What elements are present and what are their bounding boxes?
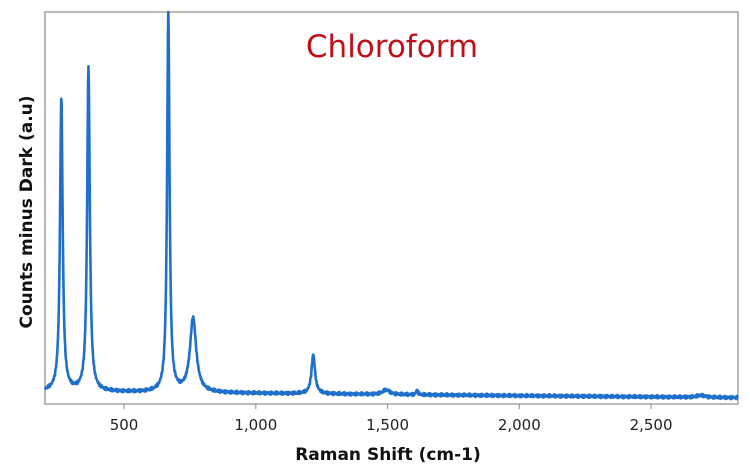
x-axis-label: Raman Shift (cm-1) [295, 445, 481, 465]
chart-title: Chloroform [306, 29, 478, 65]
x-tick-labels: 500 1,000 1,500 2,000 2,500 [110, 416, 673, 434]
y-axis-label: Counts minus Dark (a.u) [17, 95, 37, 328]
x-tick-label-2500: 2,500 [630, 416, 673, 434]
x-tick-label-1500: 1,500 [366, 416, 409, 434]
x-tick-label-2000: 2,000 [498, 416, 541, 434]
x-tick-label-500: 500 [110, 416, 139, 434]
series-line [43, 10, 739, 401]
x-tick-label-1000: 1,000 [234, 416, 277, 434]
plot-area [44, 11, 739, 405]
x-tick-marks [123, 404, 652, 409]
